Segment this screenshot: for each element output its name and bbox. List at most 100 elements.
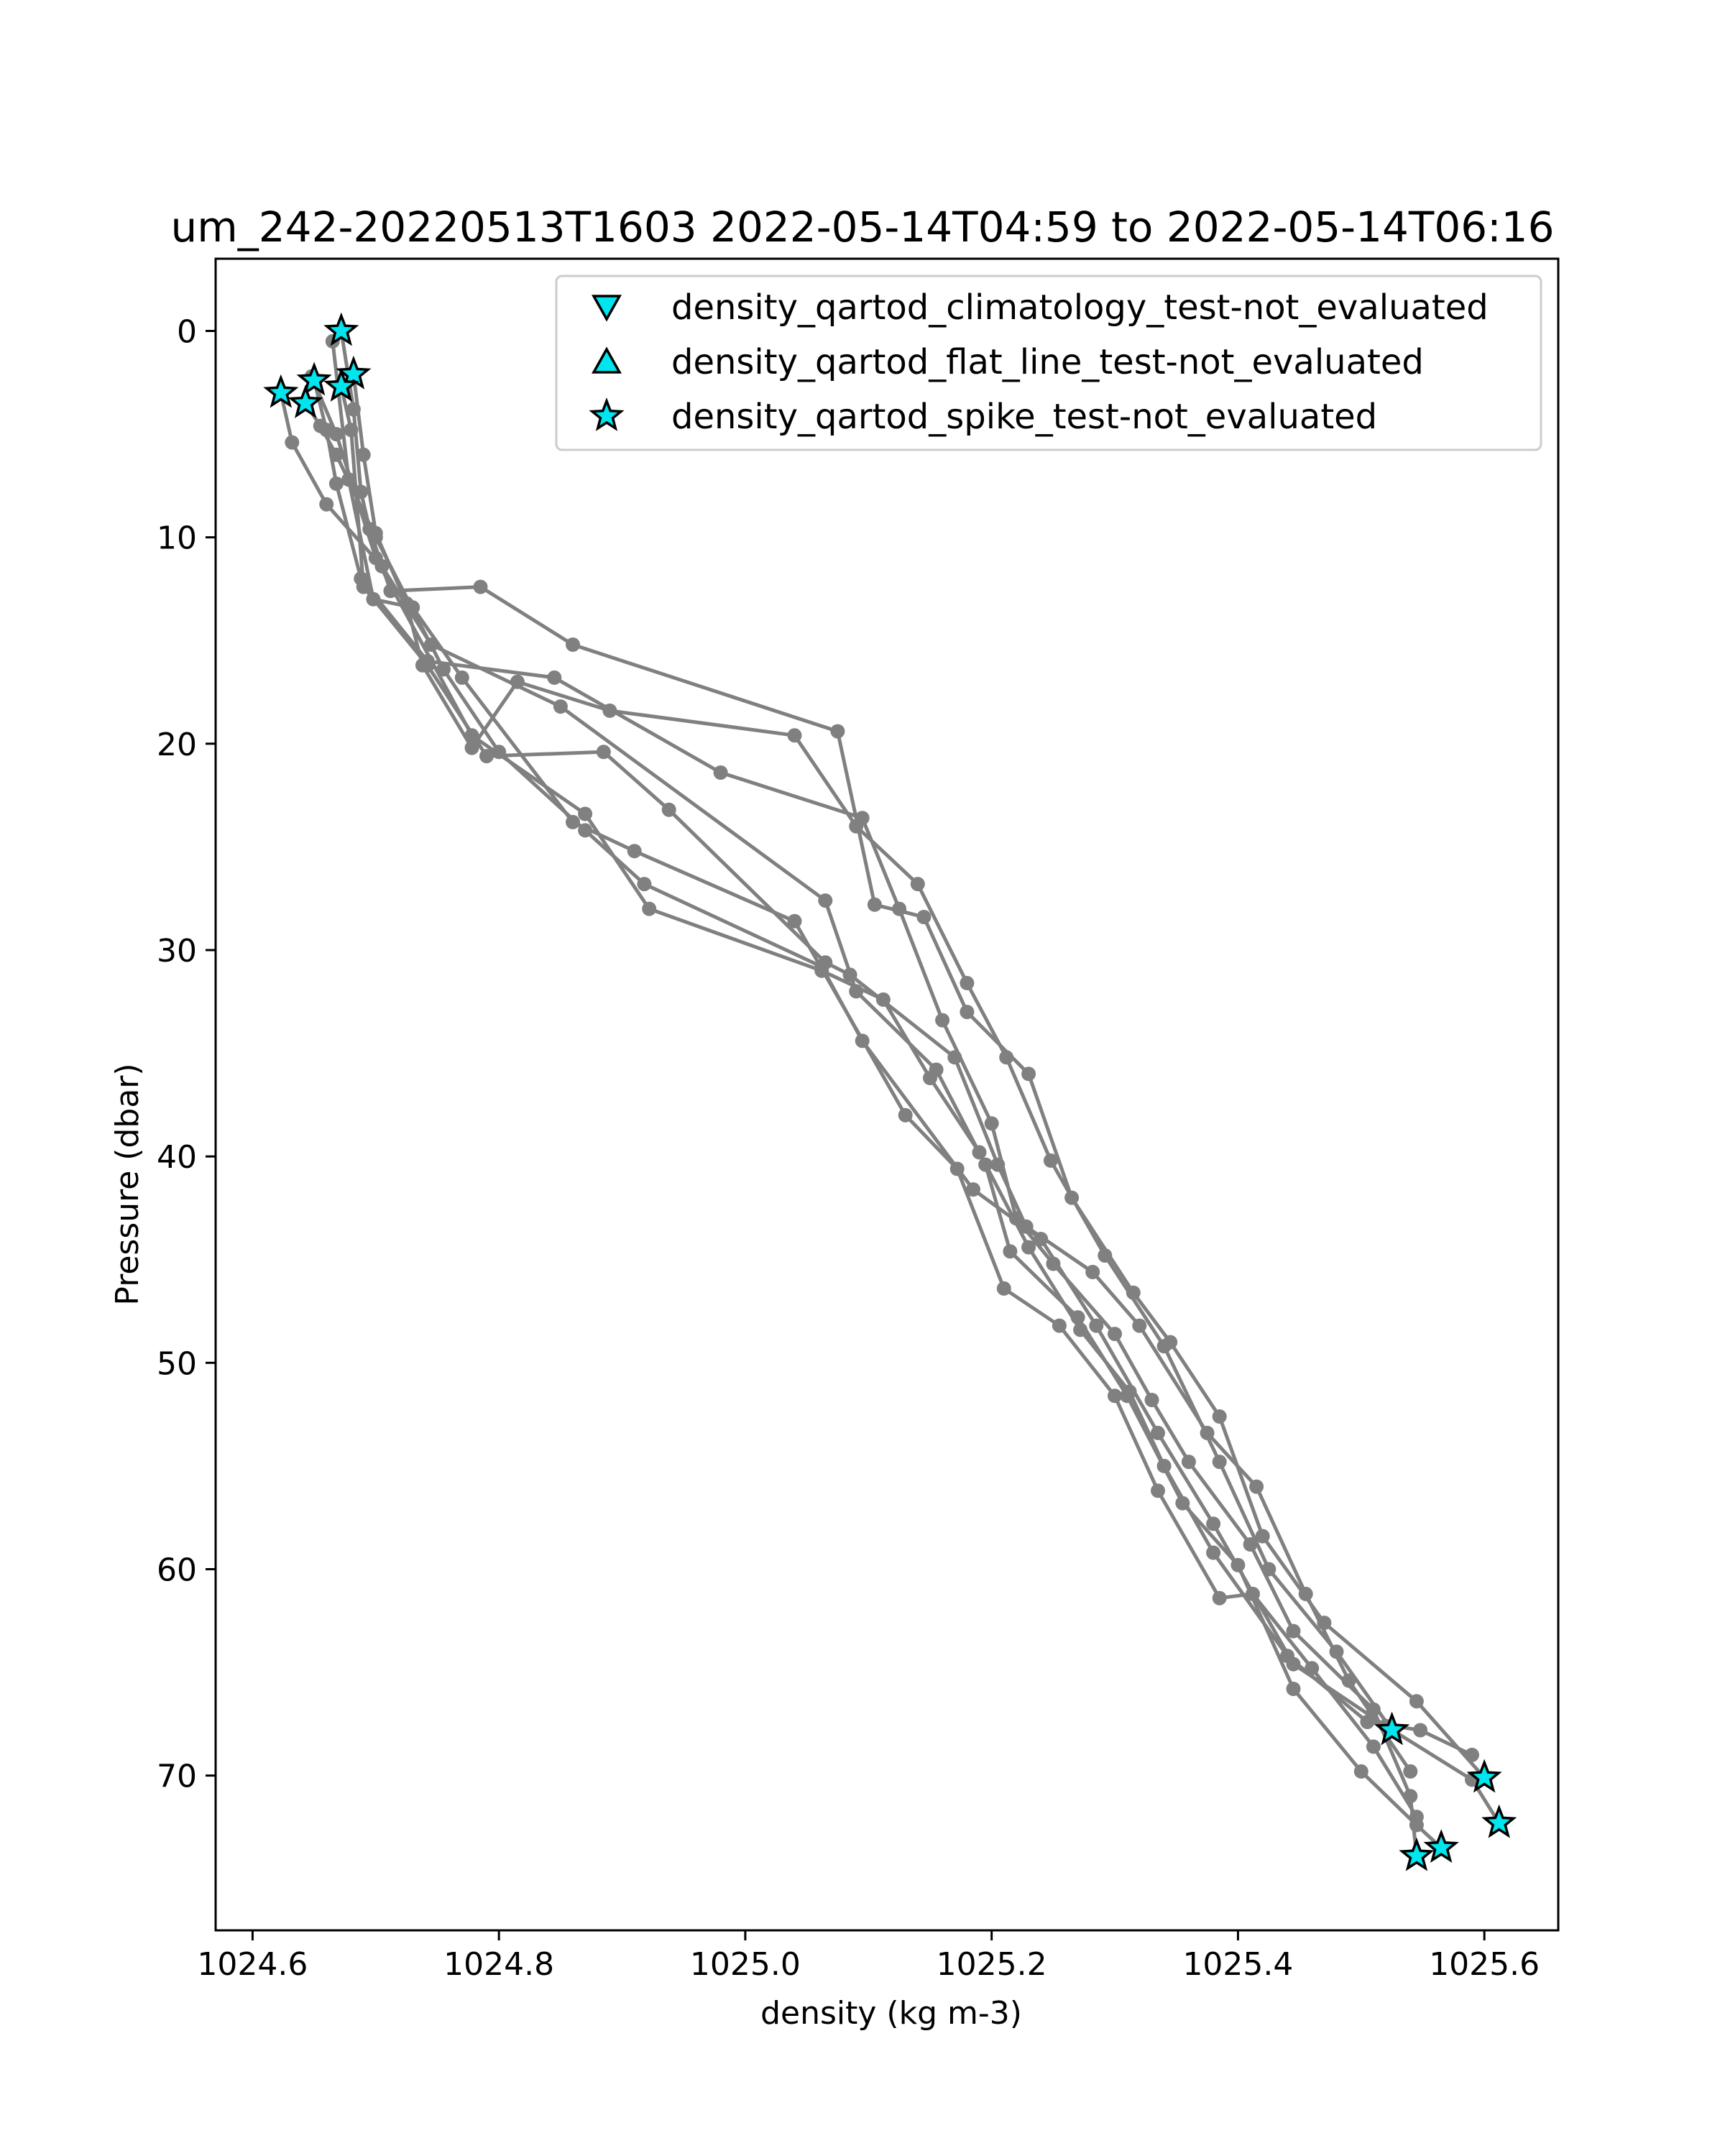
spike-flag-marker <box>296 361 332 396</box>
data-point <box>849 819 864 834</box>
data-point <box>553 699 568 714</box>
data-point <box>1286 1623 1301 1639</box>
data-point <box>510 674 525 689</box>
data-point <box>1108 1327 1122 1342</box>
y-tick-label: 50 <box>157 1345 197 1382</box>
data-point <box>1298 1586 1313 1601</box>
data-point <box>960 975 975 990</box>
legend-frame <box>555 275 1542 451</box>
series-5 <box>304 369 1479 1762</box>
y-tick-label: 10 <box>157 520 197 557</box>
data-point <box>637 877 652 892</box>
data-point <box>1255 1529 1270 1544</box>
x-tick-label: 1025.2 <box>937 1946 1047 1983</box>
spike-flag-marker <box>323 312 359 346</box>
data-point <box>344 423 359 438</box>
data-point <box>285 435 300 450</box>
data-point <box>1465 1747 1479 1762</box>
x-axis-label: density (kg m-3) <box>760 1995 1022 2032</box>
series-line <box>339 386 1412 1773</box>
data-point <box>1403 1764 1418 1779</box>
spike-flag-marker <box>1423 1829 1459 1864</box>
data-point <box>464 740 479 755</box>
data-point <box>578 806 593 821</box>
axes: 1024.6 1024.8 1025.0 1025.2 1025.4 1025.6 0 10 2… <box>157 257 1560 1983</box>
data-point <box>1360 1715 1375 1729</box>
data-point <box>1206 1545 1221 1560</box>
data-point <box>356 579 371 594</box>
chart-title: um_242-20220513T1603 2022-05-14T04:59 to… <box>171 203 1555 252</box>
data-point <box>328 427 344 442</box>
spike-flag-marker <box>1481 1804 1517 1838</box>
data-point <box>990 1157 1006 1172</box>
data-point <box>960 1005 975 1020</box>
data-point <box>1413 1723 1428 1738</box>
series-line <box>339 331 1486 1779</box>
data-point <box>602 703 617 718</box>
plot-frame <box>214 257 1560 1932</box>
data-point <box>1341 1673 1356 1688</box>
spike-flag-marker <box>1374 1711 1410 1746</box>
data-point <box>1366 1739 1381 1754</box>
data-point <box>1073 1322 1088 1337</box>
data-point <box>1156 1458 1172 1473</box>
data-point <box>892 901 907 916</box>
data-point <box>479 749 494 764</box>
data-point <box>368 550 383 566</box>
series-7 <box>334 379 1418 1779</box>
data-point <box>1089 1318 1104 1333</box>
y-tick-label: 20 <box>157 727 197 763</box>
x-tick-label: 1025.6 <box>1429 1946 1540 1983</box>
data-point <box>661 802 676 817</box>
x-tick-label: 1025.0 <box>690 1946 801 1983</box>
spike-flag-marker <box>323 368 359 402</box>
x-tick-label: 1024.6 <box>197 1946 308 1983</box>
legend-item-2: density_qartod_flat_line_test-not_evalua… <box>592 342 1424 382</box>
star-marker-icon <box>589 397 625 431</box>
data-point <box>473 579 488 594</box>
data-point <box>1132 1318 1147 1333</box>
data-point <box>1181 1455 1196 1470</box>
legend-item-1: density_qartod_climatology_test-not_eval… <box>592 287 1489 328</box>
data-point <box>642 901 657 916</box>
y-tick-label: 40 <box>157 1139 197 1176</box>
spike-flag-marker <box>288 384 323 418</box>
data-point <box>1122 1384 1137 1399</box>
data-point <box>972 1145 987 1160</box>
data-point <box>818 893 833 908</box>
data-point <box>1280 1649 1294 1664</box>
data-point <box>1305 1661 1320 1676</box>
data-point <box>1085 1265 1100 1279</box>
data-point <box>1108 1388 1122 1404</box>
data-point <box>366 591 381 607</box>
series-2 <box>307 373 1424 1864</box>
series-8 <box>325 333 1424 1825</box>
y-tick-label: 60 <box>157 1552 197 1588</box>
data-point <box>1144 1393 1159 1407</box>
data-point <box>1046 1256 1061 1271</box>
data-point <box>328 476 344 491</box>
data-point <box>1286 1682 1301 1696</box>
data-point <box>867 897 882 912</box>
data-point <box>405 600 420 615</box>
data-point <box>313 418 328 433</box>
data-point <box>596 745 611 760</box>
data-point <box>1353 1764 1368 1779</box>
y-tick-label: 30 <box>157 933 197 969</box>
data-point <box>319 497 334 512</box>
data-point <box>566 637 580 652</box>
flag-markers <box>263 312 1517 1871</box>
y-axis-label: Pressure (dbar) <box>109 1063 146 1305</box>
data-point <box>1409 1694 1424 1709</box>
plot-content <box>263 312 1517 1871</box>
data-point <box>935 1013 950 1028</box>
data-point <box>910 877 925 892</box>
data-point <box>898 1107 913 1123</box>
data-point <box>1206 1516 1221 1531</box>
data-point <box>368 525 383 540</box>
data-point <box>713 765 728 780</box>
data-point <box>1021 1067 1036 1082</box>
data-point <box>999 1050 1014 1065</box>
data-point <box>566 814 580 829</box>
